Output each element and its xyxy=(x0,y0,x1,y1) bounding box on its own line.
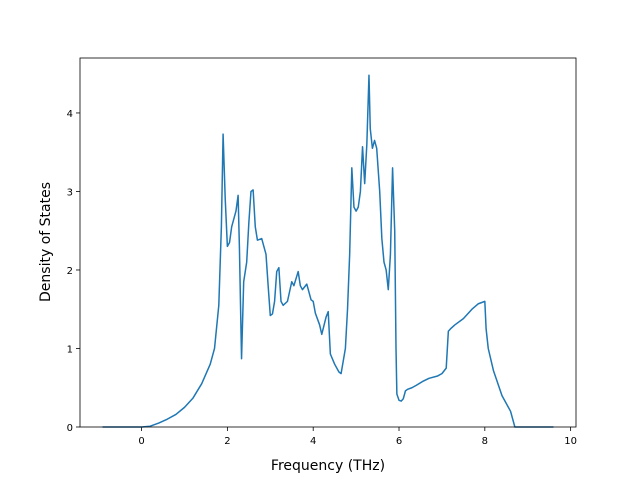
y-axis-label: Density of States xyxy=(38,182,54,302)
y-tick-label: 3 xyxy=(67,187,73,198)
x-tick-label: 6 xyxy=(396,436,402,447)
x-tick-label: 10 xyxy=(564,436,577,447)
y-tick-label: 1 xyxy=(67,344,73,355)
x-tick-label: 8 xyxy=(482,436,488,447)
plot-frame xyxy=(79,57,577,428)
y-tick-label: 0 xyxy=(67,423,73,434)
y-tick-label: 2 xyxy=(67,266,73,277)
y-tick-label: 4 xyxy=(67,109,73,120)
x-axis-label: Frequency (THz) xyxy=(271,458,385,474)
x-tick-label: 4 xyxy=(310,436,316,447)
x-tick-label: 0 xyxy=(138,436,144,447)
line xyxy=(102,74,554,428)
x-tick-label: 2 xyxy=(224,436,230,447)
